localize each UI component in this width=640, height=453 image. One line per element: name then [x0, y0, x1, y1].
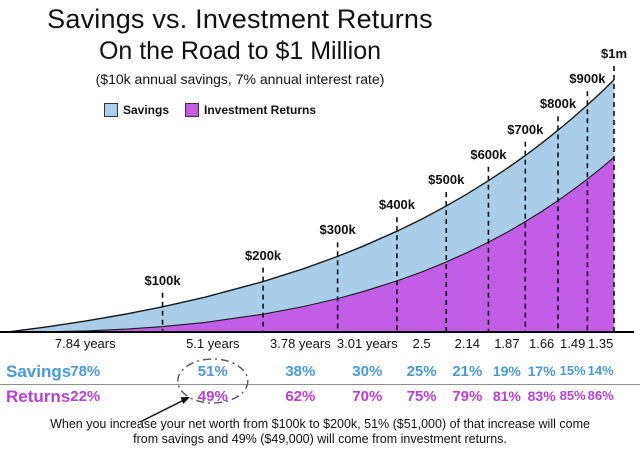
milestone-label: $100k	[144, 272, 181, 288]
returns-percent-row: 22% 49% 62% 70% 75% 79% 81% 83% 85% 86%	[0, 388, 640, 408]
page-title: Savings vs. Investment Returns	[47, 4, 433, 34]
segment-years-label: 2.14	[454, 336, 480, 351]
segment-years-label: 1.35	[588, 336, 614, 351]
row-divider	[0, 384, 640, 385]
segment-years-label: 7.84 years	[54, 336, 116, 351]
chart-title-block: Savings vs. Investment Returns On the Ro…	[10, 4, 470, 87]
milestone-label: $600k	[470, 146, 507, 162]
returns-pct: 86%	[587, 388, 614, 403]
annotation-line-2: from savings and 49% ($49,000) will come…	[133, 432, 507, 446]
annotation-line-1: When you increase your net worth from $1…	[50, 417, 590, 431]
milestone-label: $300k	[319, 222, 356, 238]
returns-pct: 85%	[559, 388, 586, 403]
milestone-label: $900k	[569, 71, 606, 87]
segment-years-label: 1.66	[528, 336, 555, 351]
returns-pct: 83%	[527, 388, 556, 404]
milestone-label: $200k	[245, 247, 282, 263]
segment-years-label: 3.78 years	[269, 336, 331, 351]
segment-years-label: 5.1 years	[186, 336, 240, 351]
legend: Savings Investment Returns	[60, 103, 360, 117]
milestone-label: $500k	[428, 172, 465, 187]
legend-item-returns: Investment Returns	[185, 103, 316, 117]
returns-pct: 79%	[452, 388, 483, 405]
returns-pct: 22%	[70, 388, 101, 405]
returns-swatch	[185, 103, 199, 117]
returns-row-label: Returns	[6, 387, 71, 406]
savings-swatch	[103, 103, 118, 117]
returns-pct: 81%	[492, 388, 521, 404]
savings-pct: 51%	[197, 363, 228, 380]
savings-percent-row: 78% 51% 38% 30% 25% 21% 19% 17% 15% 14%	[0, 363, 640, 383]
assumptions-note: ($10k annual savings, 7% annual interest…	[95, 71, 385, 87]
returns-pct: 75%	[406, 388, 437, 405]
returns-pct: 62%	[285, 388, 316, 405]
page-subtitle: On the Road to $1 Million	[98, 37, 382, 65]
legend-item-savings: Savings	[103, 103, 169, 117]
savings-pct: 14%	[587, 363, 614, 378]
returns-pct: 70%	[352, 388, 383, 405]
annotation-text: When you increase your net worth from $1…	[20, 417, 620, 447]
segment-years-label: 1.49	[560, 336, 586, 351]
savings-pct: 17%	[527, 363, 556, 379]
segment-years-label: 2.5	[412, 336, 431, 351]
savings-pct: 78%	[70, 363, 101, 380]
savings-row-label: Savings	[6, 362, 72, 381]
legend-label-returns: Investment Returns	[204, 103, 317, 117]
savings-pct: 21%	[452, 363, 483, 380]
savings-pct: 15%	[559, 363, 586, 378]
segment-years-label: 1.87	[494, 336, 520, 351]
stacked-area-chart	[0, 66, 634, 333]
returns-pct: 49%	[197, 388, 228, 405]
segment-years-label: 3.01 years	[336, 336, 398, 351]
savings-pct: 30%	[352, 363, 383, 380]
milestone-label: $1m	[600, 46, 628, 61]
legend-label-savings: Savings	[122, 103, 169, 117]
savings-pct: 25%	[406, 363, 437, 380]
savings-pct: 38%	[285, 363, 316, 380]
milestone-label: $400k	[378, 197, 416, 213]
milestone-label: $700k	[507, 121, 544, 137]
milestone-label: $800k	[539, 96, 577, 112]
savings-pct: 19%	[492, 363, 521, 379]
